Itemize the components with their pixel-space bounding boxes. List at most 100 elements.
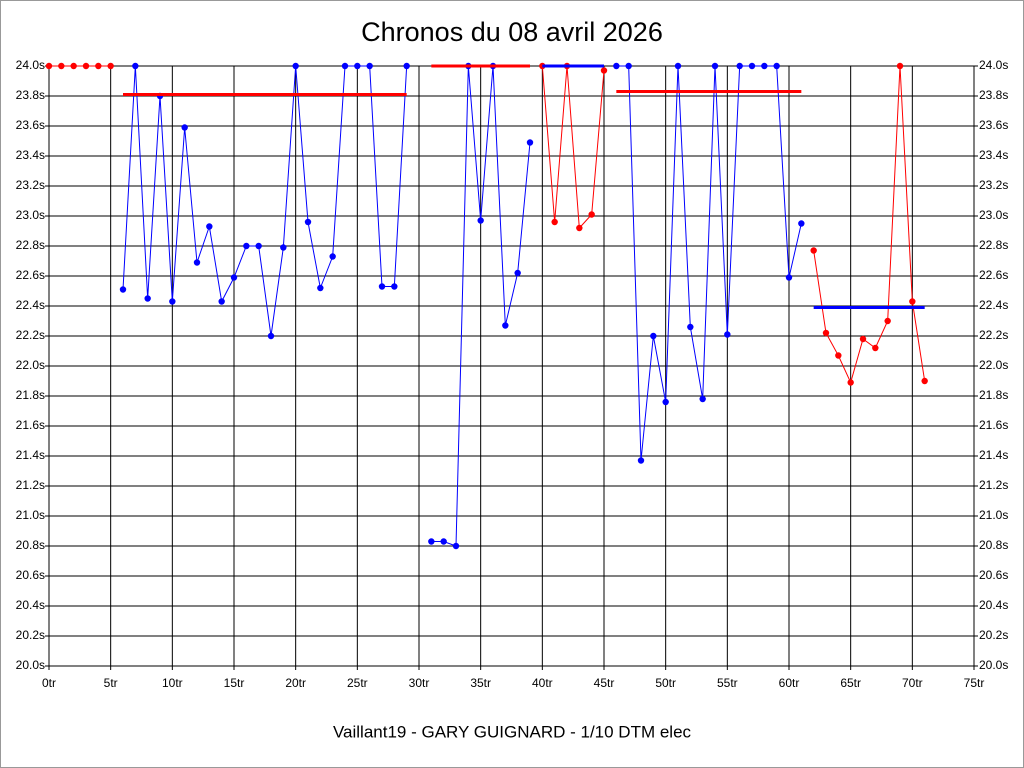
y-tick-label: 21.4s	[16, 448, 45, 462]
x-tick-label: 45tr	[594, 676, 615, 690]
y-tick-label: 22.4s	[16, 298, 45, 312]
data-point	[45, 62, 53, 70]
data-point	[674, 62, 682, 70]
data-point	[588, 211, 595, 218]
x-tick-label: 35tr	[470, 676, 491, 690]
data-point	[699, 395, 706, 403]
data-point	[132, 62, 139, 70]
series-line	[541, 65, 605, 230]
y2-tick-label: 22.0s	[979, 358, 1008, 372]
data-point	[810, 247, 817, 254]
chart-title: Chronos du 08 avril 2026	[361, 17, 663, 47]
data-point	[687, 323, 694, 331]
y-tick-label: 20.6s	[16, 568, 45, 582]
y2-tick-label: 23.8s	[979, 88, 1008, 102]
data-point	[761, 62, 768, 70]
y-tick-label: 22.8s	[16, 238, 45, 252]
x-tick-label: 55tr	[717, 676, 738, 690]
x-tick-label: 50tr	[655, 676, 676, 690]
data-point	[230, 274, 238, 281]
x-tick-label: 40tr	[532, 676, 553, 690]
x-axis-label: Vaillant19 - GARY GUIGNARD - 1/10 DTM el…	[333, 722, 692, 741]
data-point	[613, 62, 620, 70]
data-point	[600, 67, 608, 74]
x-tick-label: 60tr	[779, 676, 800, 690]
y2-tick-label: 23.6s	[979, 118, 1008, 132]
data-point	[341, 62, 349, 70]
y-tick-label: 21.2s	[16, 478, 45, 492]
data-point	[119, 286, 127, 293]
x-tick-label: 0tr	[42, 676, 56, 690]
y-tick-label: 22.2s	[16, 328, 45, 342]
data-point	[872, 344, 879, 352]
x-tick-label: 20tr	[285, 676, 306, 690]
y-tick-label: 22.6s	[16, 268, 45, 282]
y2-tick-label: 23.0s	[979, 208, 1008, 222]
data-point	[378, 283, 386, 290]
data-point	[736, 62, 743, 70]
y2-tick-label: 22.2s	[979, 328, 1008, 342]
x-tick-label: 70tr	[902, 676, 923, 690]
y2-tick-label: 20.2s	[979, 628, 1008, 642]
data-point	[822, 329, 830, 337]
data-point	[748, 62, 756, 70]
y-tick-label: 20.0s	[16, 658, 45, 672]
y2-tick-label: 24.0s	[979, 58, 1008, 72]
data-point	[625, 62, 632, 70]
data-point	[280, 244, 287, 251]
data-point	[798, 220, 805, 227]
y-tick-label: 23.0s	[16, 208, 45, 222]
y-tick-label: 23.2s	[16, 178, 45, 192]
data-point	[255, 242, 262, 250]
data-point	[921, 377, 928, 385]
data-point	[650, 332, 657, 340]
data-point	[403, 62, 410, 70]
y2-tick-label: 22.4s	[979, 298, 1008, 312]
data-point	[193, 259, 201, 266]
data-point	[243, 242, 250, 250]
data-point	[909, 298, 916, 305]
x-tick-label: 10tr	[162, 676, 183, 690]
data-point	[711, 62, 719, 70]
y2-tick-label: 20.0s	[979, 658, 1008, 672]
data-point	[366, 62, 373, 70]
x-tick-label: 15tr	[224, 676, 245, 690]
data-point	[835, 352, 842, 359]
data-point	[317, 284, 324, 292]
data-point	[82, 62, 90, 70]
y2-tick-label: 21.0s	[979, 508, 1008, 522]
y-tick-label: 23.4s	[16, 148, 45, 162]
y-tick-label: 21.8s	[16, 388, 45, 402]
series-line	[813, 65, 926, 384]
y2-tick-label: 20.4s	[979, 598, 1008, 612]
x-tick-label: 65tr	[840, 676, 861, 690]
data-point	[884, 317, 891, 325]
y2-tick-label: 23.2s	[979, 178, 1008, 192]
data-point	[526, 139, 534, 146]
data-point	[847, 379, 854, 386]
data-point	[637, 457, 645, 464]
y-tick-label: 24.0s	[16, 58, 45, 72]
y-tick-label: 23.8s	[16, 88, 45, 102]
y2-tick-label: 21.2s	[979, 478, 1008, 492]
data-point	[169, 298, 176, 305]
data-point	[95, 62, 102, 70]
data-point	[181, 124, 188, 131]
y-tick-label: 20.2s	[16, 628, 45, 642]
data-point	[773, 62, 780, 70]
data-point	[440, 538, 447, 545]
y2-tick-label: 20.8s	[979, 538, 1008, 552]
data-point	[70, 62, 77, 70]
x-tick-label: 30tr	[409, 676, 430, 690]
data-point	[206, 223, 213, 230]
data-point	[218, 298, 225, 305]
y-tick-label: 20.8s	[16, 538, 45, 552]
data-point	[354, 62, 361, 70]
y2-tick-label: 22.8s	[979, 238, 1008, 252]
y2-tick-label: 21.8s	[979, 388, 1008, 402]
y-tick-label: 21.0s	[16, 508, 45, 522]
data-point	[514, 269, 521, 277]
data-point	[551, 218, 558, 226]
data-point	[267, 332, 275, 340]
